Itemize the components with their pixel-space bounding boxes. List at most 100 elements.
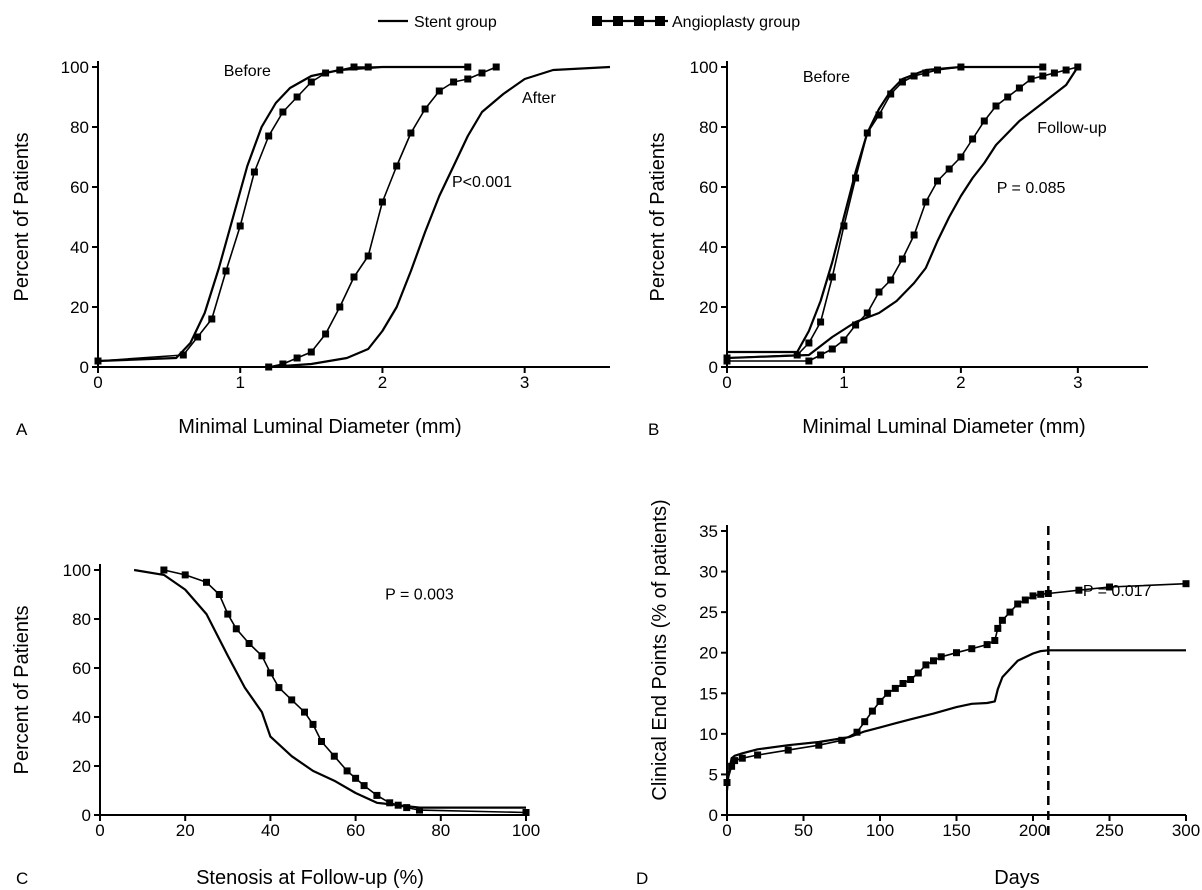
x-tick-label-c: 20 xyxy=(176,821,195,840)
x-tick-label-c: 0 xyxy=(95,821,104,840)
panel-a: A Percent of Patients Minimal Luminal Di… xyxy=(11,58,611,439)
angioplasty-point-b xyxy=(828,345,836,353)
x-tick-label-b: 1 xyxy=(839,373,848,392)
angioplasty-point-a xyxy=(293,93,301,101)
x-tick-label-c: 60 xyxy=(346,821,365,840)
annotation-c-0: P = 0.003 xyxy=(385,586,454,603)
y-tick-label-d: 30 xyxy=(699,563,718,582)
angioplasty-point-d xyxy=(953,649,960,657)
y-tick-label-a: 20 xyxy=(70,298,89,317)
angioplasty-point-d xyxy=(1014,600,1022,608)
angioplasty-point-b xyxy=(969,135,977,143)
angioplasty-point-a xyxy=(208,315,216,323)
angioplasty-point-a xyxy=(492,63,500,71)
y-tick-label-b: 60 xyxy=(699,178,718,197)
angioplasty-point-c xyxy=(318,738,325,745)
angioplasty-point-d xyxy=(899,680,907,687)
panel-letter-a: A xyxy=(16,420,28,439)
angioplasty-point-d xyxy=(784,746,792,754)
x-tick-label-d: 300 xyxy=(1172,821,1200,840)
angioplasty-point-a xyxy=(421,105,429,113)
annotation-b-1: Follow-up xyxy=(1037,120,1106,137)
angioplasty-point-d xyxy=(731,757,739,765)
angioplasty-point-a xyxy=(194,333,202,341)
angioplasty-point-b xyxy=(980,117,988,125)
x-tick-label-a: 0 xyxy=(93,373,102,392)
angioplasty-point-b xyxy=(817,351,825,359)
angioplasty-point-d xyxy=(723,779,731,786)
angioplasty-point-b xyxy=(875,288,883,296)
angioplasty-point-d xyxy=(838,736,846,744)
angioplasty-point-d xyxy=(991,637,999,644)
angioplasty-point-d xyxy=(884,689,892,697)
angioplasty-point-c xyxy=(301,708,308,716)
y-tick-label-b: 20 xyxy=(699,298,718,317)
angioplasty-series-line-c xyxy=(163,569,527,814)
y-tick-label-c: 100 xyxy=(63,561,91,580)
angioplasty-point-d xyxy=(998,616,1006,624)
angioplasty-point-d xyxy=(1075,586,1083,594)
angioplasty-point-b xyxy=(723,357,731,365)
angioplasty-point-b xyxy=(957,63,965,71)
x-tick-label-d: 50 xyxy=(794,821,813,840)
angioplasty-point-b xyxy=(1039,72,1047,80)
y-tick-label-c: 20 xyxy=(72,757,91,776)
angioplasty-point-a xyxy=(94,357,102,365)
y-tick-label-c: 0 xyxy=(82,806,91,825)
y-tick-label-d: 10 xyxy=(699,725,718,744)
angioplasty-point-a xyxy=(265,363,273,371)
y-tick-label-b: 0 xyxy=(709,358,718,377)
angioplasty-point-d xyxy=(815,741,823,749)
angioplasty-point-a xyxy=(222,267,230,275)
angioplasty-series-line-d xyxy=(726,582,1187,783)
ylabel-a: Percent of Patients xyxy=(11,133,33,302)
x-tick-label-b: 2 xyxy=(956,373,965,392)
angioplasty-point-a xyxy=(364,252,372,260)
angioplasty-series-line-a-after xyxy=(268,66,497,368)
ylabel-c: Percent of Patients xyxy=(11,606,33,775)
angioplasty-point-c xyxy=(360,782,368,790)
angioplasty-point-b xyxy=(1004,93,1012,101)
stent-series-line-a-after xyxy=(268,65,611,369)
angioplasty-point-c xyxy=(352,774,360,782)
legend-stent-label: Stent group xyxy=(414,14,497,31)
angioplasty-point-b xyxy=(922,198,930,206)
angioplasty-point-d xyxy=(983,641,991,649)
angioplasty-point-c xyxy=(416,806,423,814)
angioplasty-point-a xyxy=(307,348,315,356)
angioplasty-point-c xyxy=(309,720,317,728)
y-tick-label-a: 0 xyxy=(80,358,89,377)
angioplasty-point-b xyxy=(852,321,860,329)
angioplasty-point-a xyxy=(435,87,443,95)
angioplasty-point-b xyxy=(1062,66,1070,74)
annotation-a-2: P<0.001 xyxy=(452,174,512,191)
panel-letter-d: D xyxy=(636,869,648,888)
angioplasty-point-d xyxy=(728,762,736,770)
xlabel-b: Minimal Luminal Diameter (mm) xyxy=(802,416,1085,438)
angioplasty-point-c xyxy=(160,566,168,574)
angioplasty-point-d xyxy=(907,676,915,683)
angioplasty-point-c xyxy=(394,801,402,809)
legend-angioplasty-swatch xyxy=(592,16,668,26)
angioplasty-point-a xyxy=(279,108,287,116)
angioplasty-point-b xyxy=(793,351,801,359)
angioplasty-point-c xyxy=(386,799,394,807)
angioplasty-point-a xyxy=(279,360,287,368)
angioplasty-point-b xyxy=(863,129,871,137)
angioplasty-point-a xyxy=(364,63,372,71)
angioplasty-point-a xyxy=(450,78,458,86)
panel-d: D Clinical End Points (% of patients) Da… xyxy=(636,499,1200,889)
angioplasty-point-c xyxy=(215,591,223,598)
angioplasty-point-c xyxy=(232,625,240,633)
x-tick-label-d: 200 xyxy=(1019,821,1047,840)
angioplasty-point-d xyxy=(891,684,899,692)
angioplasty-point-d xyxy=(861,718,869,726)
angioplasty-point-a xyxy=(293,354,301,362)
stent-series-line-c xyxy=(133,568,526,809)
panel-b: B Percent of Patients Minimal Luminal Di… xyxy=(647,58,1148,439)
angioplasty-point-b xyxy=(887,90,895,98)
angioplasty-point-b xyxy=(1050,69,1058,77)
x-tick-label-b: 3 xyxy=(1073,373,1082,392)
angioplasty-point-d xyxy=(937,653,945,661)
